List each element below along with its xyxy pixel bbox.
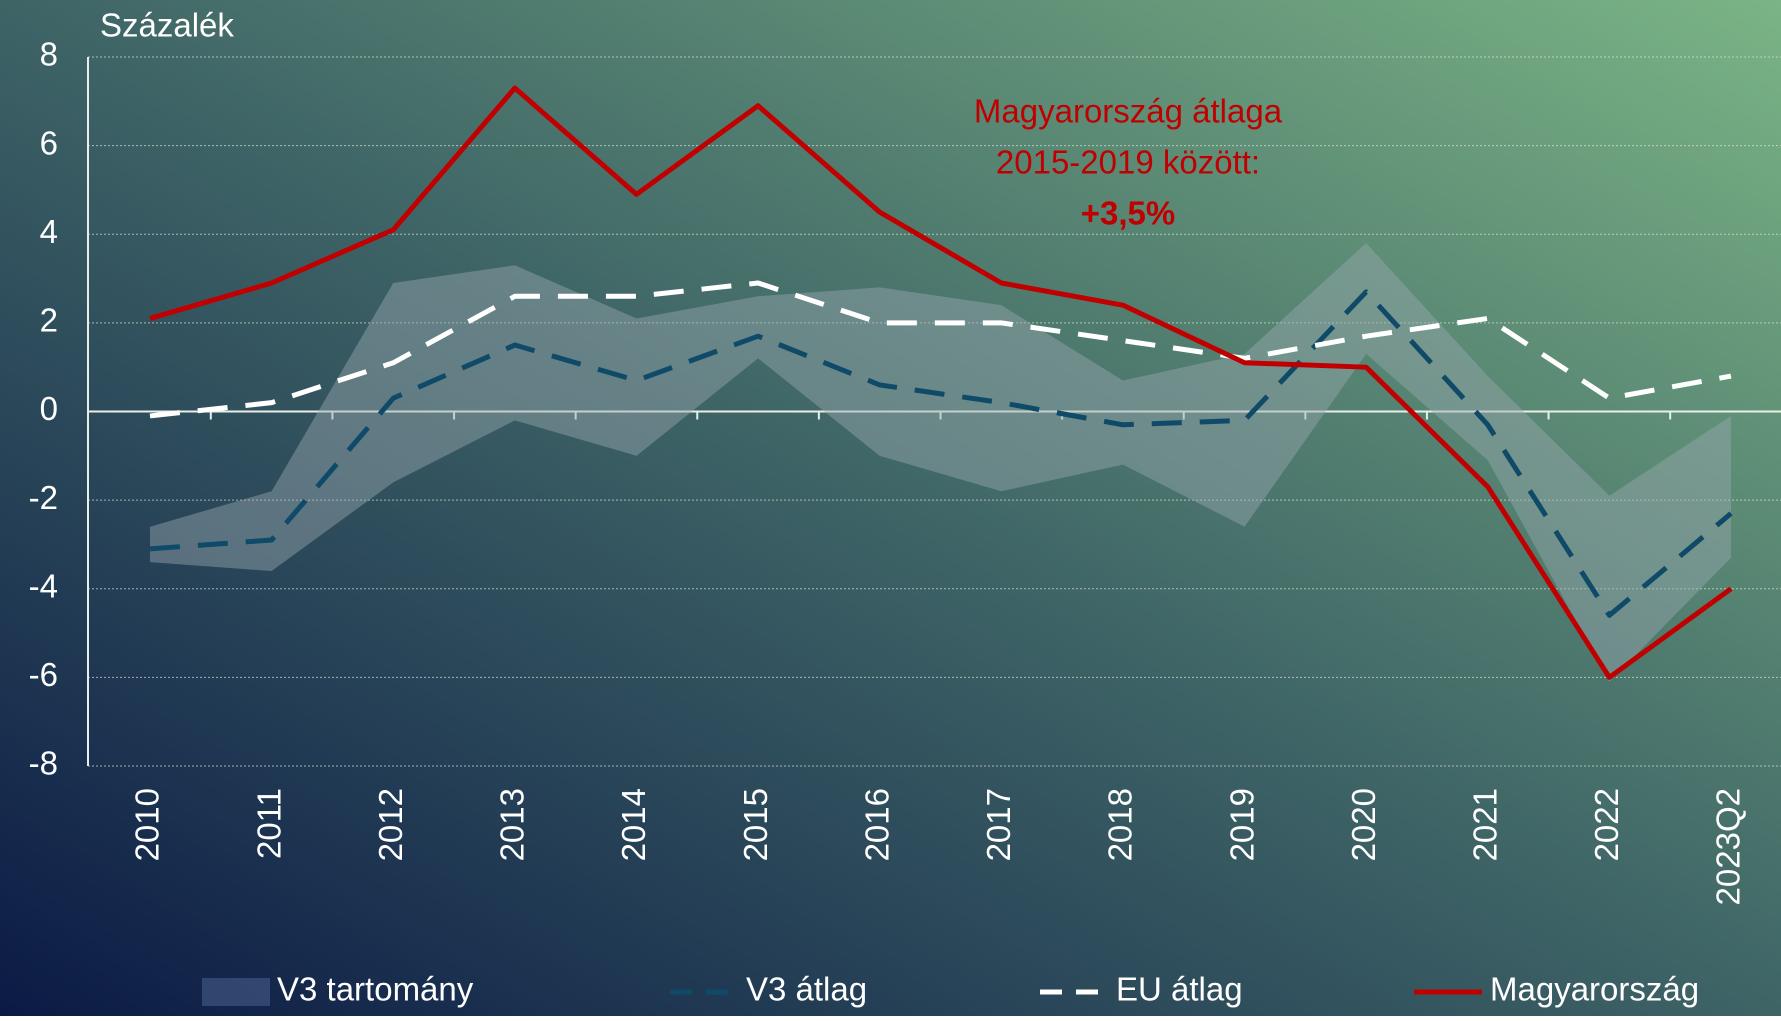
x-tick-label: 2021: [1466, 788, 1503, 861]
x-tick-label: 2015: [737, 788, 774, 861]
y-tick-label: -8: [29, 745, 58, 782]
legend-label: V3 tartomány: [277, 971, 474, 1008]
x-tick-label: 2018: [1102, 788, 1139, 861]
series-line: [149, 280, 1732, 419]
y-tick-label: 4: [40, 213, 58, 250]
annotation: 2015-2019 között:: [996, 144, 1260, 181]
x-tick-label: 2013: [494, 788, 531, 861]
y-tick-label: -6: [29, 656, 58, 693]
x-tick-label: 2023Q2: [1710, 788, 1747, 905]
y-tick-label: 6: [40, 124, 58, 161]
legend-label: V3 átlag: [746, 971, 867, 1008]
x-tick-label: 2019: [1223, 788, 1260, 861]
x-tick-label: 2011: [250, 788, 287, 859]
x-tick-label: 2016: [858, 788, 895, 861]
y-tick-label: 8: [40, 36, 58, 73]
annotation: Magyarország átlaga: [974, 93, 1283, 130]
y-tick-label: -4: [29, 567, 58, 604]
series-line: [149, 85, 1733, 680]
legend-label: Magyarország: [1490, 971, 1699, 1008]
x-tick-label: 2020: [1345, 788, 1382, 861]
legend-label: EU átlag: [1116, 971, 1243, 1008]
y-axis-label: Százalék: [100, 7, 234, 44]
legend-swatch: [202, 978, 270, 1006]
y-tick-label: 2: [40, 302, 58, 339]
x-tick-label: 2017: [980, 788, 1017, 861]
series-line: [149, 289, 1733, 618]
band-area: [150, 243, 1731, 682]
x-tick-label: 2014: [615, 788, 652, 861]
y-tick-label: 0: [40, 390, 58, 427]
x-tick-label: 2012: [372, 788, 409, 861]
x-tick-label: 2010: [129, 788, 166, 861]
y-tick-label: -2: [29, 479, 58, 516]
x-tick-label: 2022: [1588, 788, 1625, 861]
annotation-value: +3,5%: [1081, 195, 1176, 232]
